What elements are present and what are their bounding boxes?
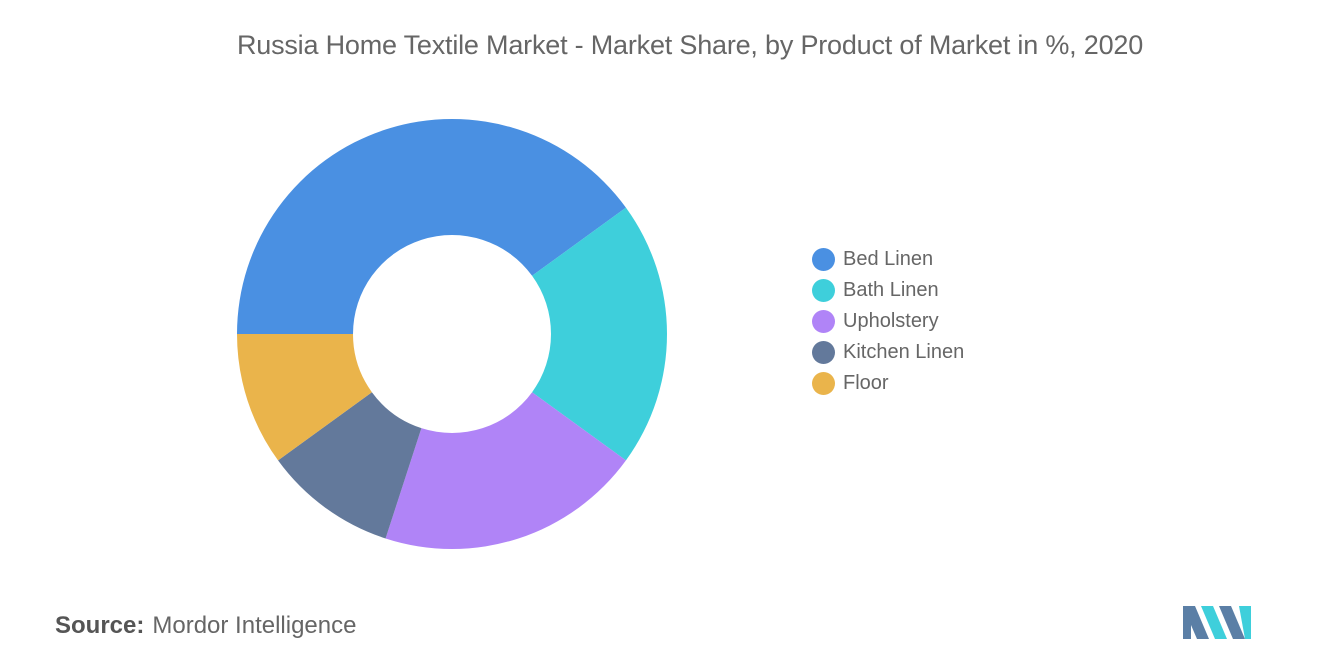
donut-slice-bath-linen	[532, 207, 667, 461]
legend-label: Kitchen Linen	[843, 341, 965, 363]
donut-slice-floor	[237, 334, 372, 461]
donut-slice-kitchen-linen	[278, 392, 422, 539]
legend-item-kitchen-linen: Kitchen Linen	[812, 337, 964, 368]
donut-slice-bed-linen	[237, 119, 626, 335]
legend-item-upholstery: Upholstery	[812, 306, 964, 337]
legend-item-bath-linen: Bath Linen	[812, 275, 964, 306]
legend-label: Bath Linen	[843, 279, 939, 301]
legend-label: Upholstery	[843, 310, 939, 332]
legend-swatch	[812, 341, 835, 364]
legend-item-bed-linen: Bed Linen	[812, 244, 964, 275]
legend-swatch	[812, 372, 835, 395]
source-note: Source: Mordor Intelligence	[55, 612, 356, 640]
legend-swatch	[812, 248, 835, 271]
chart-legend: Bed Linen Bath Linen Upholstery Kitchen …	[812, 244, 964, 399]
mordor-intelligence-logo-icon	[1183, 606, 1251, 639]
source-label: Source:	[55, 612, 145, 639]
legend-label: Floor	[843, 372, 889, 394]
legend-swatch	[812, 310, 835, 333]
source-text: Mordor Intelligence	[152, 612, 357, 639]
legend-label: Bed Linen	[843, 248, 934, 270]
legend-item-floor: Floor	[812, 368, 964, 399]
legend-swatch	[812, 279, 835, 302]
donut-slice-upholstery	[385, 392, 626, 550]
chart-title: Russia Home Textile Market - Market Shar…	[236, 30, 1144, 60]
